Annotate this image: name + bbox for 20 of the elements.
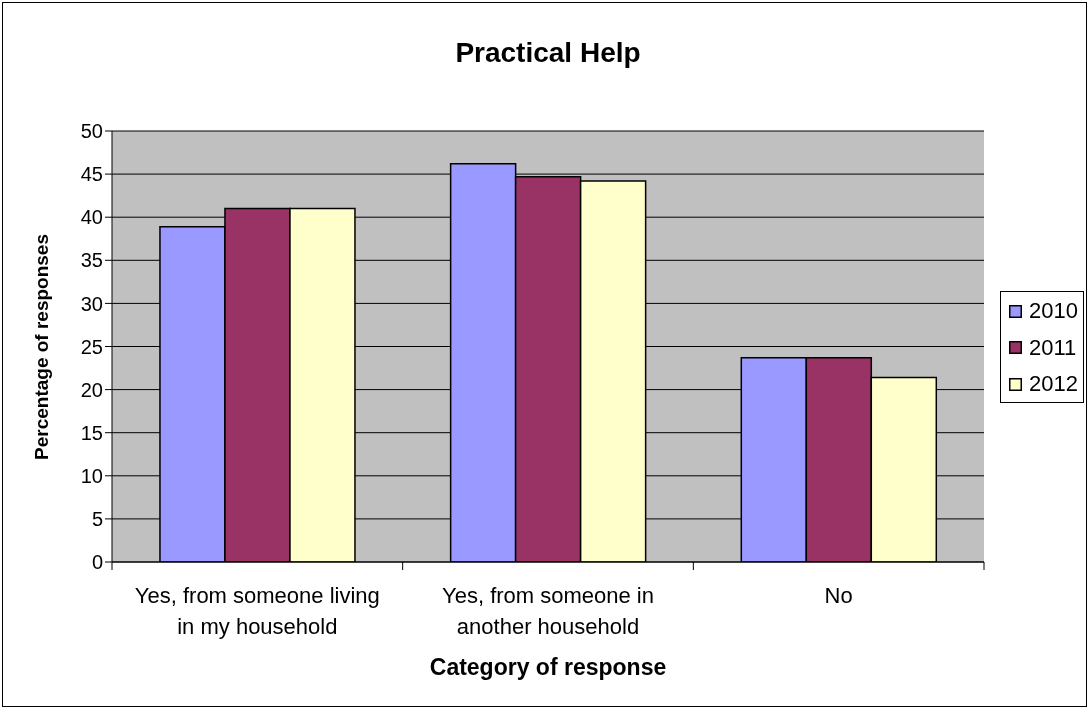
y-tick-label: 30 bbox=[80, 292, 103, 315]
y-tick-label: 35 bbox=[80, 249, 103, 272]
y-tick-label: 5 bbox=[91, 508, 103, 530]
y-tick-label: 45 bbox=[80, 163, 103, 186]
y-tick-label: 50 bbox=[80, 120, 103, 143]
y-tick-label: 20 bbox=[80, 378, 103, 401]
y-tick-label: 10 bbox=[80, 464, 103, 487]
legend-label: 2012 bbox=[1029, 370, 1078, 396]
legend-label: 2011 bbox=[1029, 334, 1077, 360]
chart-title: Practical Help bbox=[455, 37, 641, 68]
x-tick-label: Yes, from someone in another household bbox=[442, 583, 654, 639]
x-axis-title: Category of response bbox=[429, 654, 667, 680]
y-tick-label: 15 bbox=[80, 421, 103, 444]
y-axis-title: Percentage of responses bbox=[31, 233, 52, 460]
y-tick-label: 0 bbox=[91, 551, 103, 574]
y-tick-label: 40 bbox=[80, 206, 103, 229]
y-tick-label: 25 bbox=[80, 335, 103, 358]
legend-label: 2010 bbox=[1029, 297, 1078, 323]
x-tick-label: No bbox=[824, 583, 853, 608]
x-tick-label: Yes, from someone living in my household bbox=[134, 583, 380, 639]
